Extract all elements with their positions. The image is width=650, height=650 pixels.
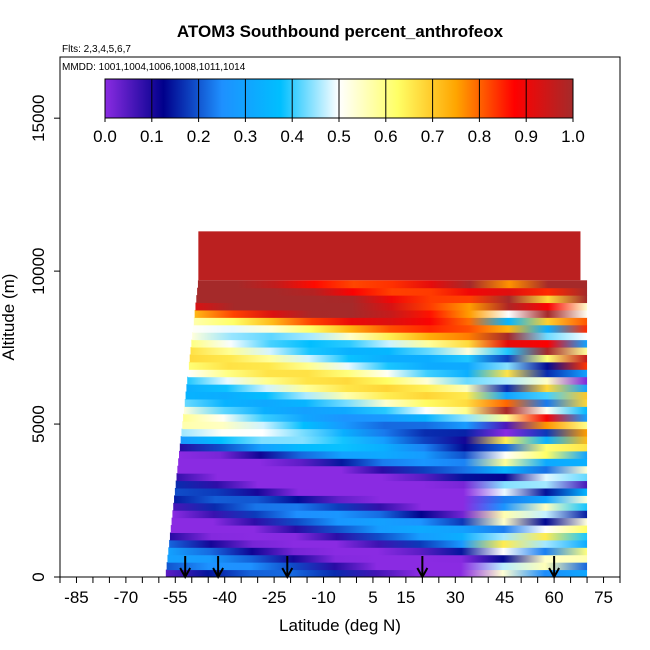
heatmap-row bbox=[182, 421, 588, 430]
heatmap-row bbox=[193, 317, 588, 326]
heatmap-row bbox=[188, 369, 588, 378]
heatmap-row bbox=[173, 502, 588, 511]
heatmap-row bbox=[176, 473, 588, 482]
colorbar-tick-label: 0.6 bbox=[374, 127, 398, 146]
x-tick-label: 30 bbox=[446, 588, 465, 607]
x-axis-label: Latitude (deg N) bbox=[279, 616, 401, 635]
chart-title: ATOM3 Southbound percent_anthrofeox bbox=[177, 22, 504, 41]
x-tick-label: 5 bbox=[368, 588, 377, 607]
arrow-head bbox=[416, 567, 429, 580]
x-tick-label: -70 bbox=[114, 588, 139, 607]
y-tick-label: 5000 bbox=[29, 405, 48, 443]
y-tick-label: 10000 bbox=[29, 247, 48, 294]
colorbar-tick-label: 0.7 bbox=[421, 127, 445, 146]
heatmap-row bbox=[193, 324, 588, 333]
x-tick-label: 60 bbox=[545, 588, 564, 607]
x-tick-label: 15 bbox=[396, 588, 415, 607]
flights-label: Flts: 2,3,4,5,6,7 bbox=[62, 44, 131, 55]
heatmap-row bbox=[165, 569, 588, 578]
x-tick-label: -85 bbox=[64, 588, 89, 607]
heatmap-row bbox=[190, 347, 588, 355]
heatmap-row bbox=[168, 547, 588, 556]
y-tick-label: 15000 bbox=[29, 95, 48, 142]
heatmap-row bbox=[181, 428, 588, 437]
x-tick-label: 45 bbox=[495, 588, 514, 607]
heatmap-row bbox=[169, 539, 588, 548]
colorbar-tick-label: 0.5 bbox=[327, 127, 351, 146]
heatmap-upper-block bbox=[198, 231, 581, 281]
heatmap-row bbox=[191, 339, 588, 348]
heatmap-field bbox=[165, 231, 588, 578]
arrow-head bbox=[212, 567, 224, 580]
colorbar-tick-label: 0.1 bbox=[140, 127, 164, 146]
colorbar: 0.0 0.1 0.2 0.3 0.4 0.5 0.6 0.7 0.8 0.9 1.0 bbox=[93, 78, 585, 146]
heatmap-row bbox=[166, 562, 588, 571]
arrow-head bbox=[548, 567, 560, 580]
heatmap-row bbox=[194, 309, 588, 318]
y-axis-label: Altitude (m) bbox=[0, 274, 18, 361]
heatmap-row bbox=[196, 295, 588, 304]
arrow-head bbox=[281, 567, 294, 580]
y-axis: 0 5000 10000 15000 bbox=[29, 95, 60, 582]
dates-label: MMDD: 1001,1004,1006,1008,1011,1014 bbox=[62, 62, 246, 73]
x-tick-label: -40 bbox=[212, 588, 237, 607]
colorbar-tick-label: 0.9 bbox=[514, 127, 538, 146]
heatmap-row bbox=[183, 406, 588, 415]
heatmap-row bbox=[189, 354, 588, 363]
heatmap-row bbox=[174, 487, 588, 496]
x-tick-label: -10 bbox=[311, 588, 336, 607]
colorbar-tick-label: 0.2 bbox=[187, 127, 211, 146]
heatmap-row bbox=[186, 384, 588, 393]
heatmap-row bbox=[178, 458, 588, 467]
heatmap-row bbox=[180, 436, 588, 444]
heatmap-row bbox=[187, 376, 588, 385]
colorbar-tick-label: 0.0 bbox=[93, 127, 117, 146]
heatmap-row bbox=[177, 465, 588, 474]
heatmap-row bbox=[197, 287, 588, 296]
x-tick-label: -25 bbox=[262, 588, 287, 607]
heatmap-row bbox=[188, 361, 588, 370]
heatmap-row bbox=[183, 413, 588, 422]
heatmap-row bbox=[185, 391, 588, 400]
heatmap-row bbox=[197, 280, 588, 289]
x-axis: -85 -70 -55 -40 -25 -10 5 15 30 45 60 75 bbox=[59, 577, 621, 607]
colorbar-tick-label: 0.3 bbox=[234, 127, 258, 146]
colorbar-tick-label: 1.0 bbox=[561, 127, 585, 146]
x-tick-label: 75 bbox=[594, 588, 613, 607]
heatmap-row bbox=[170, 525, 588, 533]
heatmap-row bbox=[172, 510, 588, 519]
heatmap-row bbox=[179, 443, 588, 452]
heatmap-row bbox=[195, 302, 588, 311]
x-tick-label: -55 bbox=[163, 588, 188, 607]
y-tick-label: 0 bbox=[29, 572, 48, 581]
heatmap-row bbox=[184, 398, 588, 407]
heatmap-row bbox=[171, 517, 588, 526]
heatmap-row bbox=[175, 480, 588, 489]
heatmap-row bbox=[179, 450, 588, 459]
flight-arrows bbox=[179, 556, 560, 580]
colorbar-tick-label: 0.8 bbox=[468, 127, 492, 146]
heatmap-row bbox=[169, 532, 588, 541]
colorbar-tick-label: 0.4 bbox=[280, 127, 304, 146]
heatmap-row bbox=[167, 554, 588, 563]
arrow-head bbox=[179, 567, 192, 580]
heatmap-row bbox=[174, 495, 588, 504]
heatmap-row bbox=[192, 332, 588, 341]
